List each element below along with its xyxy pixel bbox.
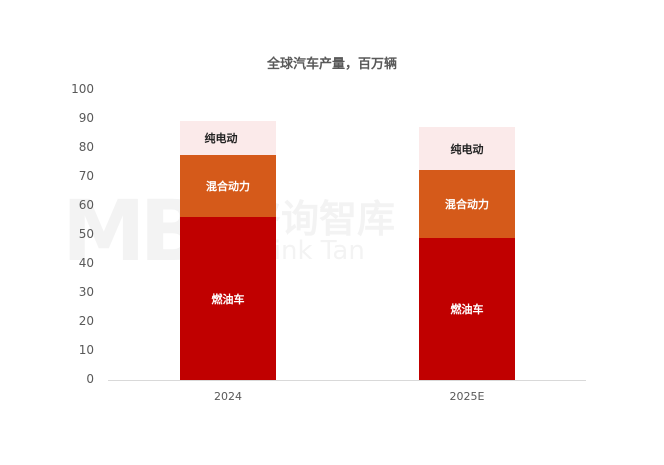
y-tick: 10 xyxy=(78,343,94,357)
y-tick: 80 xyxy=(78,140,94,154)
bar-2024: 纯电动 混合动力 燃油车 xyxy=(180,121,276,380)
x-tick: 2024 xyxy=(214,390,242,403)
segment-bev: 纯电动 xyxy=(419,127,515,170)
y-tick: 30 xyxy=(78,285,94,299)
segment-label: 燃油车 xyxy=(450,303,484,316)
segment-hybrid: 混合动力 xyxy=(180,155,276,217)
chart-title: 全球汽车产量，百万辆 xyxy=(266,57,397,72)
segment-label: 燃油车 xyxy=(211,292,245,306)
segment-bev: 纯电动 xyxy=(180,121,276,155)
segment-ice: 燃油车 xyxy=(419,238,515,380)
y-tick: 40 xyxy=(78,256,94,270)
segment-label: 纯电动 xyxy=(204,132,238,145)
x-tick: 2025E xyxy=(449,390,485,403)
y-tick: 70 xyxy=(78,169,94,183)
y-tick: 0 xyxy=(86,372,94,386)
segment-label: 混合动力 xyxy=(445,198,489,211)
x-axis-line xyxy=(108,380,586,381)
segment-label: 混合动力 xyxy=(206,180,250,193)
y-tick: 50 xyxy=(78,227,94,241)
y-tick: 60 xyxy=(78,198,94,212)
segment-ice: 燃油车 xyxy=(180,217,276,380)
segment-label: 纯电动 xyxy=(450,142,484,156)
y-tick: 90 xyxy=(78,111,94,125)
y-tick: 20 xyxy=(78,314,94,328)
bar-2025e: 纯电动 混合动力 燃油车 xyxy=(419,127,515,380)
segment-hybrid: 混合动力 xyxy=(419,170,515,238)
y-tick: 100 xyxy=(71,82,94,96)
